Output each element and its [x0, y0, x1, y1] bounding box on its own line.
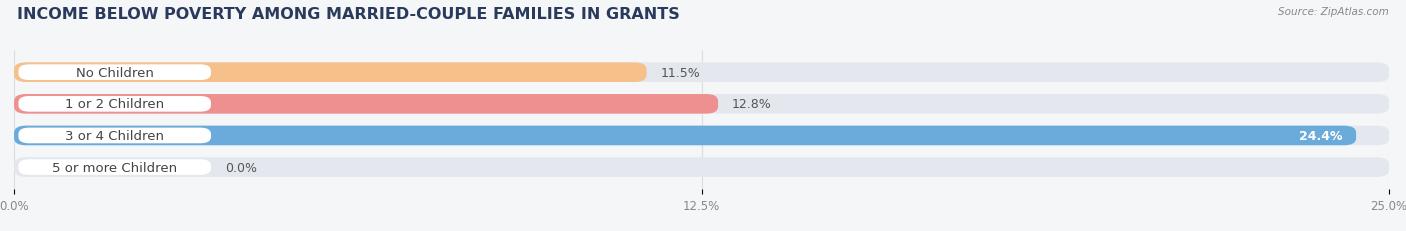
FancyBboxPatch shape — [14, 126, 1357, 146]
Text: 3 or 4 Children: 3 or 4 Children — [65, 129, 165, 142]
Text: 12.8%: 12.8% — [733, 98, 772, 111]
Text: 24.4%: 24.4% — [1299, 129, 1343, 142]
Text: 5 or more Children: 5 or more Children — [52, 161, 177, 174]
FancyBboxPatch shape — [18, 160, 211, 175]
FancyBboxPatch shape — [14, 95, 1389, 114]
Text: 11.5%: 11.5% — [661, 66, 700, 79]
Text: Source: ZipAtlas.com: Source: ZipAtlas.com — [1278, 7, 1389, 17]
FancyBboxPatch shape — [14, 95, 718, 114]
FancyBboxPatch shape — [18, 128, 211, 144]
FancyBboxPatch shape — [18, 65, 211, 81]
Text: INCOME BELOW POVERTY AMONG MARRIED-COUPLE FAMILIES IN GRANTS: INCOME BELOW POVERTY AMONG MARRIED-COUPL… — [17, 7, 679, 22]
FancyBboxPatch shape — [14, 63, 647, 83]
Text: 0.0%: 0.0% — [225, 161, 257, 174]
FancyBboxPatch shape — [14, 63, 1389, 83]
Text: No Children: No Children — [76, 66, 153, 79]
FancyBboxPatch shape — [14, 126, 1389, 146]
Text: 1 or 2 Children: 1 or 2 Children — [65, 98, 165, 111]
FancyBboxPatch shape — [14, 158, 1389, 177]
FancyBboxPatch shape — [18, 97, 211, 112]
